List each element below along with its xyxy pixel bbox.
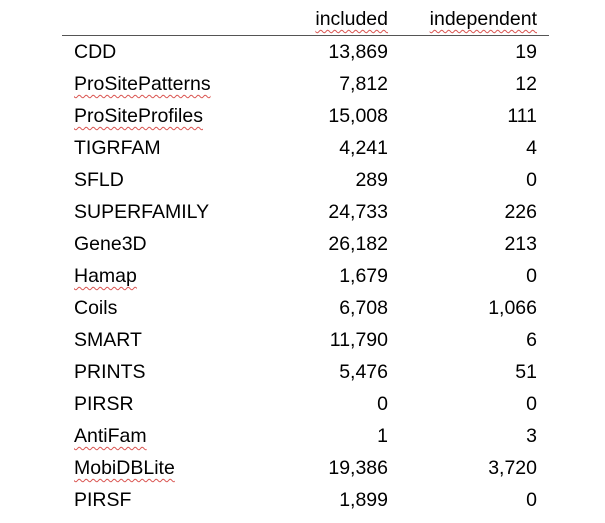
cell-database-name: PIRSF xyxy=(74,489,132,511)
cell-included: 11,790 xyxy=(329,329,388,351)
cell-independent: 12 xyxy=(515,73,537,95)
cell-independent: 19 xyxy=(515,41,537,63)
cell-independent: 1,066 xyxy=(488,297,537,319)
cell-included: 26,182 xyxy=(328,233,388,255)
table-row: ProSitePatterns 7,812 12 xyxy=(62,68,549,100)
cell-included: 13,869 xyxy=(328,41,388,63)
cell-database-name: CDD xyxy=(74,41,117,63)
table-row: ProSiteProfiles 15,008 111 xyxy=(62,100,549,132)
cell-independent: 111 xyxy=(507,105,537,127)
cell-independent: 213 xyxy=(504,233,537,255)
cell-included: 15,008 xyxy=(328,105,388,127)
cell-included: 1,679 xyxy=(339,265,388,287)
cell-included: 0 xyxy=(377,393,388,415)
cell-included: 24,733 xyxy=(328,201,388,223)
cell-independent: 3 xyxy=(526,425,537,447)
cell-included: 1 xyxy=(377,425,388,447)
cell-independent: 226 xyxy=(504,201,537,223)
cell-included: 19,386 xyxy=(328,457,388,479)
cell-database-name: SMART xyxy=(74,329,142,351)
cell-independent: 51 xyxy=(515,361,537,383)
cell-independent: 0 xyxy=(526,169,537,191)
table-row: PIRSF 1,899 0 xyxy=(62,484,549,516)
cell-included: 7,812 xyxy=(339,73,388,95)
table-row: SUPERFAMILY 24,733 226 xyxy=(62,196,549,228)
cell-database-name: TIGRFAM xyxy=(74,137,161,159)
cell-database-name: ProSiteProfiles xyxy=(74,105,203,127)
cell-included: 289 xyxy=(355,169,388,191)
cell-database-name: Coils xyxy=(74,297,118,319)
cell-database-name: Hamap xyxy=(74,265,137,287)
table-row: Coils 6,708 1,066 xyxy=(62,292,549,324)
cell-database-name: AntiFam xyxy=(74,425,147,447)
table-row: PIRSR 0 0 xyxy=(62,388,549,420)
table-row: CDD 13,869 19 xyxy=(62,36,549,68)
cell-database-name: MobiDBLite xyxy=(74,457,175,479)
table-row: TIGRFAM 4,241 4 xyxy=(62,132,549,164)
table-row: SFLD 289 0 xyxy=(62,164,549,196)
cell-included: 4,241 xyxy=(339,137,388,159)
cell-database-name: PRINTS xyxy=(74,361,146,383)
table-header: included independent xyxy=(62,0,549,36)
cell-independent: 0 xyxy=(526,265,537,287)
table-body: CDD 13,869 19 ProSitePatterns 7,812 12 ProSite… xyxy=(62,36,549,516)
table-row: AntiFam 1 3 xyxy=(62,420,549,452)
cell-included: 6,708 xyxy=(339,297,388,319)
cell-database-name: Gene3D xyxy=(74,233,147,255)
cell-database-name: ProSitePatterns xyxy=(74,73,211,95)
table-row: MobiDBLite 19,386 3,720 xyxy=(62,452,549,484)
cell-database-name: PIRSR xyxy=(74,393,134,415)
table-row: SMART 11,790 6 xyxy=(62,324,549,356)
cell-included: 1,899 xyxy=(339,489,388,511)
header-independent: independent xyxy=(429,8,537,30)
cell-database-name: SUPERFAMILY xyxy=(74,201,210,223)
header-included: included xyxy=(315,8,388,30)
cell-independent: 0 xyxy=(526,393,537,415)
cell-independent: 4 xyxy=(526,137,537,159)
cell-database-name: SFLD xyxy=(74,169,124,191)
cell-independent: 3,720 xyxy=(488,457,537,479)
table-row: Hamap 1,679 0 xyxy=(62,260,549,292)
cell-independent: 6 xyxy=(526,329,537,351)
cell-included: 5,476 xyxy=(339,361,388,383)
cell-independent: 0 xyxy=(526,489,537,511)
table-row: Gene3D 26,182 213 xyxy=(62,228,549,260)
data-table: included independent CDD 13,869 19 ProSiteP… xyxy=(62,0,549,516)
table-row: PRINTS 5,476 51 xyxy=(62,356,549,388)
